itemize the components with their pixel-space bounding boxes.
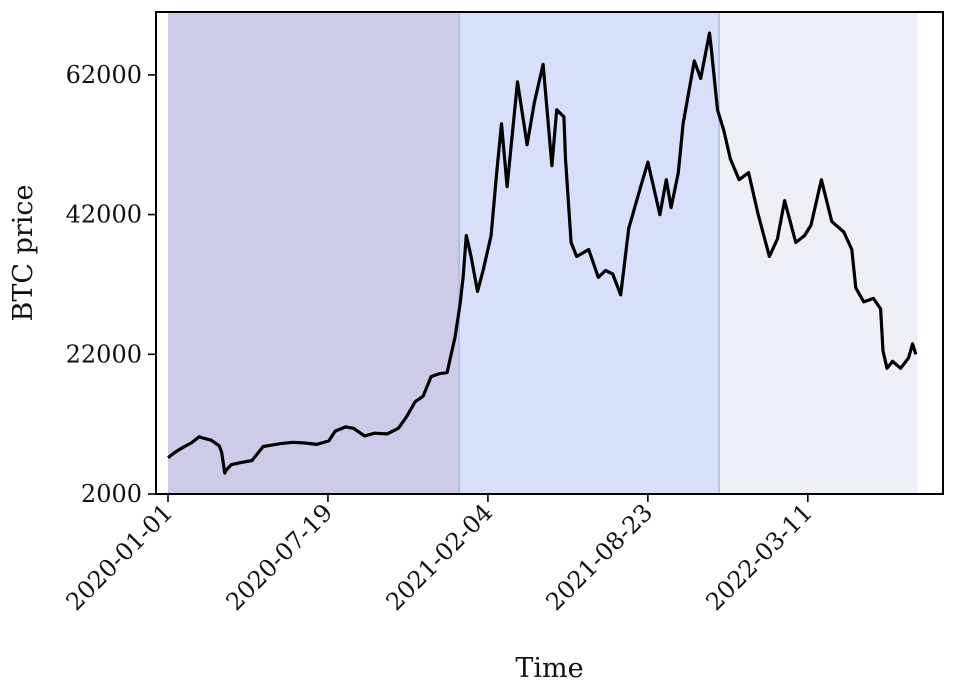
y-tick-label: 22000: [66, 340, 142, 368]
x-axis-ticks: 2020-01-01 2020-07-19 2021-02-04 2021-08-23…: [61, 494, 818, 616]
x-tick-label: 2020-01-01: [61, 498, 179, 616]
plot-frame: [155, 11, 944, 495]
y-axis-label: BTC price: [8, 184, 39, 321]
x-tick-label: 2020-07-19: [221, 498, 339, 616]
x-tick-label: 2022-03-11: [700, 498, 818, 616]
x-tick-label: 2021-02-04: [381, 498, 499, 616]
shaded-region-1: [167, 12, 460, 494]
y-tick-label: 42000: [66, 201, 142, 229]
y-axis-ticks: 2000 22000 42000 62000: [66, 61, 156, 508]
shaded-region-3: [719, 12, 918, 494]
series-layer: [167, 31, 918, 475]
y-tick-label: 2000: [81, 480, 142, 508]
x-axis-label: Time: [515, 653, 583, 684]
shaded-regions: [167, 12, 918, 494]
y-tick-label: 62000: [66, 61, 142, 89]
price-series-line: [167, 31, 918, 475]
x-tick-label: 2021-08-23: [540, 498, 658, 616]
